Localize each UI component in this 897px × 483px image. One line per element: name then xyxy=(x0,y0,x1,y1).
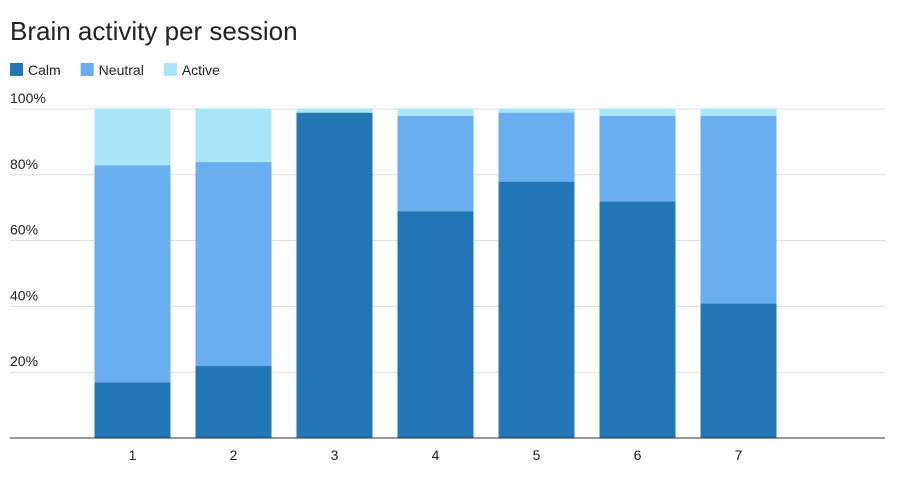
bar-segment xyxy=(599,108,676,117)
x-tick-label: 1 xyxy=(129,447,137,463)
bar-segment xyxy=(498,111,575,182)
bar-segment xyxy=(397,115,474,212)
x-tick-label: 2 xyxy=(230,447,238,463)
bar-segment xyxy=(296,108,373,113)
bar-segment xyxy=(700,108,777,117)
bar-segment xyxy=(195,108,272,163)
y-tick-label: 100% xyxy=(10,90,46,106)
bar-segment xyxy=(397,210,474,439)
bar-segment xyxy=(498,180,575,439)
y-tick-label: 40% xyxy=(10,287,38,303)
x-tick-label: 6 xyxy=(634,447,642,463)
x-tick-label: 5 xyxy=(533,447,541,463)
y-tick-label: 60% xyxy=(10,222,38,238)
bar-segment xyxy=(599,200,676,439)
x-tick-label: 4 xyxy=(432,447,440,463)
x-tick-label: 3 xyxy=(331,447,339,463)
legend-label: Neutral xyxy=(99,62,144,78)
bar-segment xyxy=(94,164,171,383)
legend-label: Calm xyxy=(28,62,61,78)
legend-label: Active xyxy=(182,62,220,78)
y-tick-label: 80% xyxy=(10,156,38,172)
bar-segment xyxy=(94,381,171,439)
legend-swatch xyxy=(163,63,177,76)
bar-segment xyxy=(599,115,676,202)
bar-segment xyxy=(397,108,474,117)
legend-swatch xyxy=(10,63,23,76)
bar-segment xyxy=(498,108,575,113)
bar-segment xyxy=(94,108,171,166)
y-tick-label: 20% xyxy=(10,353,38,369)
bar-segment xyxy=(700,302,777,439)
legend-swatch xyxy=(80,63,94,76)
bar-segment xyxy=(296,111,373,439)
x-tick-label: 7 xyxy=(735,447,743,463)
bar-segment xyxy=(195,365,272,439)
bar-segment xyxy=(700,115,777,304)
chart-title: Brain activity per session xyxy=(10,16,298,46)
bar-segment xyxy=(195,161,272,367)
